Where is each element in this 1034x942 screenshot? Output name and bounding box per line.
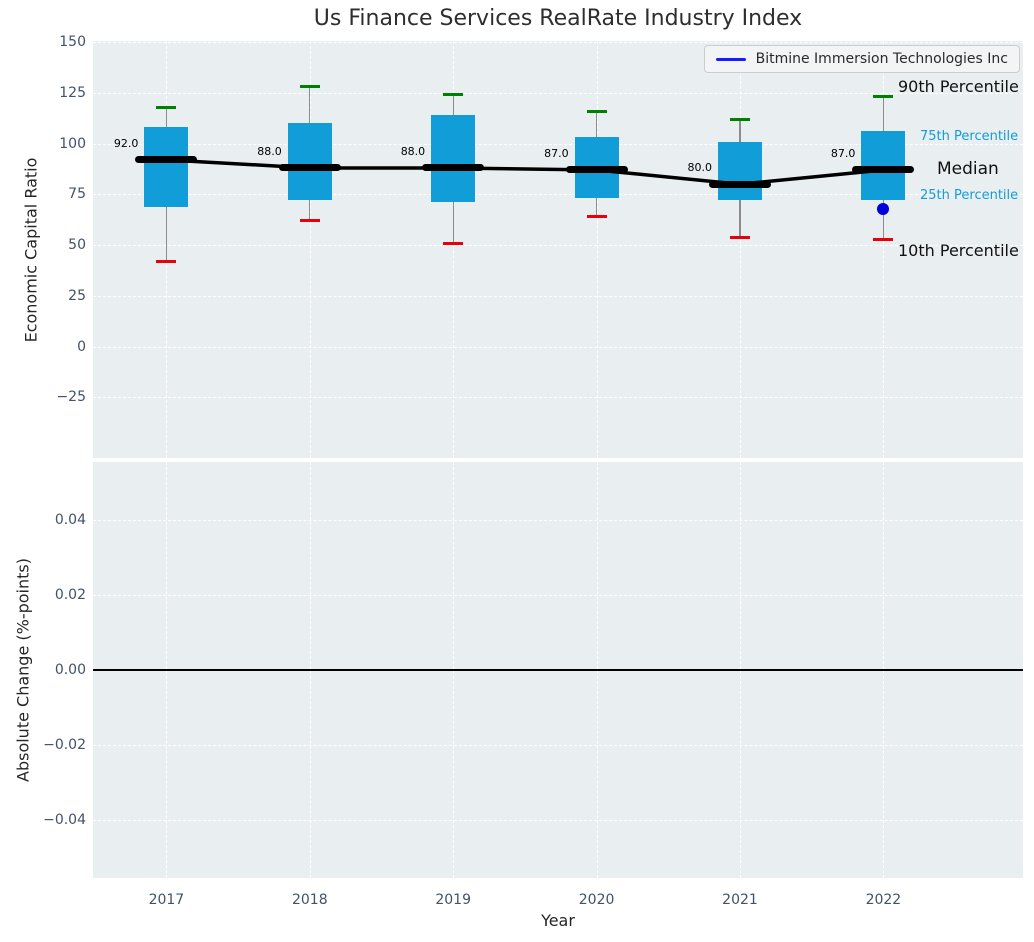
x-tick-label: 2022 [865, 892, 902, 908]
iqr-box [287, 123, 332, 201]
p10-cap [443, 241, 464, 245]
y-tick-label: 75 [68, 186, 86, 203]
annotation-p25: 25th Percentile [920, 188, 1019, 204]
gridline-vertical [453, 41, 455, 458]
x-tick-label: 2019 [435, 892, 471, 908]
gridline-horizontal [93, 143, 1023, 145]
gridline-vertical [596, 41, 598, 458]
y-tick-label: 50 [68, 237, 86, 254]
median-bar [135, 156, 198, 164]
zero-line [93, 669, 1023, 671]
gridline-horizontal [93, 595, 1023, 597]
y-tick-label: −25 [56, 389, 86, 406]
gridline-horizontal [93, 245, 1023, 247]
y-tick-label: −0.04 [43, 811, 86, 828]
median-value-label: 88.0 [400, 144, 426, 158]
iqr-box [144, 127, 189, 207]
median-trend-line [166, 158, 884, 186]
gridline-horizontal [93, 397, 1023, 399]
p90-cap [156, 105, 177, 109]
median-bar [422, 164, 485, 172]
p90-cap [299, 85, 320, 89]
y-tick-label: −0.02 [43, 736, 86, 753]
gridline-horizontal [93, 520, 1023, 522]
y-tick-label: 25 [68, 287, 86, 304]
median-value-label: 87.0 [544, 146, 569, 160]
bottom-plot-area [93, 462, 1023, 878]
median-bar [565, 166, 628, 174]
gridline-vertical [309, 41, 311, 458]
top-plot-area: Bitmine Immersion Technologies Inc 92.0 8… [93, 41, 1023, 458]
annotation-p75: 75th Percentile [920, 129, 1019, 145]
gridline-horizontal [93, 42, 1023, 43]
median-value-label: 92.0 [113, 136, 139, 150]
gridline-horizontal [93, 194, 1023, 196]
p90-cap [873, 95, 894, 99]
gridline-horizontal [93, 295, 1023, 297]
gridline-vertical [883, 41, 885, 458]
x-axis-label: Year [541, 911, 575, 930]
y-tick-label: 0.00 [54, 662, 86, 678]
annotation-median: Median [937, 158, 999, 179]
median-value-label: 87.0 [830, 146, 856, 160]
iqr-box [861, 131, 906, 201]
p90-cap [586, 109, 607, 113]
legend-label: Bitmine Immersion Technologies Inc [755, 51, 1008, 67]
chart-title: Us Finance Services RealRate Industry In… [313, 6, 803, 31]
legend-line-sample [715, 57, 746, 61]
y-tick-label: 100 [59, 135, 86, 152]
p10-cap [299, 219, 320, 223]
y-tick-label: 0.04 [54, 512, 86, 529]
annotation-p90: 90th Percentile [898, 76, 1019, 96]
legend: Bitmine Immersion Technologies Inc [703, 45, 1020, 73]
median-bar [852, 166, 915, 174]
gridline-horizontal [93, 92, 1023, 94]
p90-cap [730, 117, 750, 121]
p10-cap [586, 215, 607, 219]
p90-cap [443, 93, 464, 97]
y-tick-label: 150 [59, 34, 86, 50]
gridline-horizontal [93, 819, 1023, 821]
p10-cap [873, 237, 894, 241]
y-tick-label: 0 [77, 338, 86, 355]
median-bar [278, 164, 341, 172]
median-bar [709, 180, 771, 188]
x-tick-label: 2021 [722, 892, 758, 908]
y-tick-label: 125 [59, 84, 86, 101]
x-tick-label: 2017 [148, 892, 185, 908]
y-tick-label: 0.02 [54, 587, 86, 604]
median-value-label: 80.0 [687, 161, 713, 175]
x-tick-label: 2020 [578, 892, 615, 908]
gridline-horizontal [93, 744, 1023, 746]
iqr-box [718, 141, 762, 201]
gridline-horizontal [93, 346, 1023, 348]
p10-cap [156, 259, 177, 263]
x-tick-label: 2018 [291, 892, 328, 908]
annotation-p10: 10th Percentile [898, 241, 1019, 261]
gridline-vertical [740, 41, 741, 458]
company-point [877, 202, 890, 215]
median-value-label: 88.0 [257, 144, 282, 158]
iqr-box [431, 115, 476, 203]
p10-cap [730, 235, 750, 239]
